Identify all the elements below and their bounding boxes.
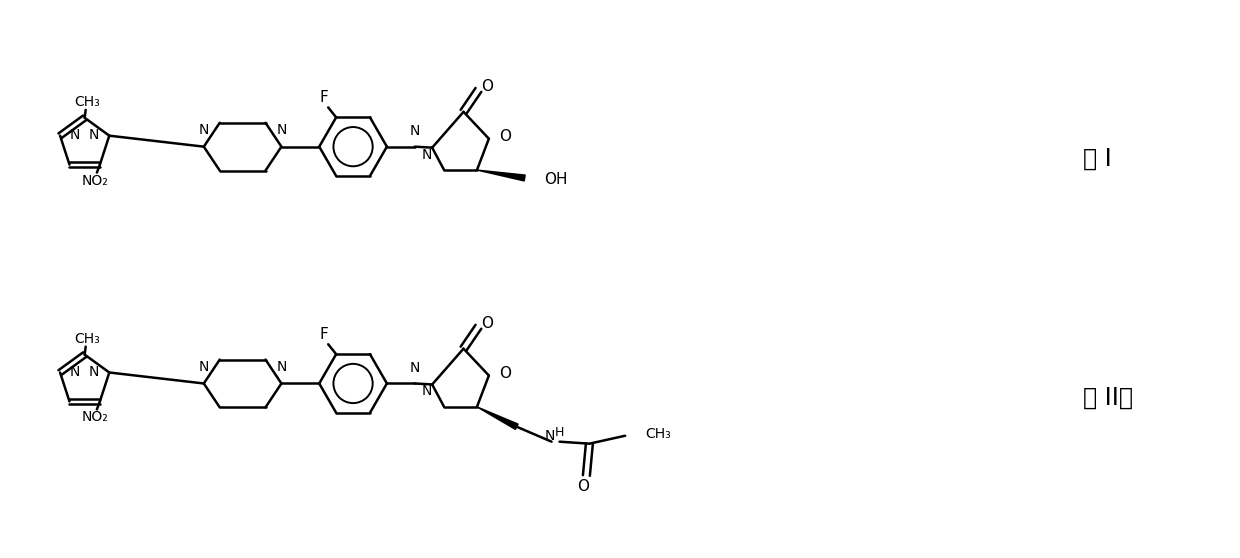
Text: O: O [498, 129, 511, 144]
Text: N: N [89, 128, 99, 142]
Text: 式 II。: 式 II。 [1083, 386, 1132, 410]
Text: NO₂: NO₂ [82, 410, 108, 424]
Text: NO₂: NO₂ [82, 174, 108, 187]
Text: OH: OH [544, 171, 568, 186]
Text: N: N [277, 123, 286, 137]
Text: N: N [422, 148, 433, 162]
Text: N: N [89, 364, 99, 378]
Text: N: N [409, 124, 420, 138]
Polygon shape [477, 407, 518, 430]
Text: N: N [69, 128, 81, 142]
Text: F: F [320, 90, 329, 105]
Polygon shape [477, 170, 526, 181]
Text: CH₃: CH₃ [645, 427, 671, 441]
Text: O: O [498, 366, 511, 381]
Text: N: N [198, 359, 210, 373]
Text: N: N [69, 364, 81, 378]
Text: N: N [409, 360, 420, 374]
Text: N: N [277, 359, 286, 373]
Text: O: O [578, 479, 589, 494]
Text: O: O [481, 316, 494, 331]
Text: N: N [422, 384, 433, 398]
Text: N: N [544, 429, 554, 442]
Text: CH₃: CH₃ [74, 95, 99, 109]
Text: O: O [481, 79, 494, 94]
Text: N: N [198, 123, 210, 137]
Text: F: F [320, 327, 329, 342]
Text: CH₃: CH₃ [74, 331, 99, 346]
Text: 式 I: 式 I [1083, 147, 1111, 171]
Text: H: H [554, 426, 564, 439]
